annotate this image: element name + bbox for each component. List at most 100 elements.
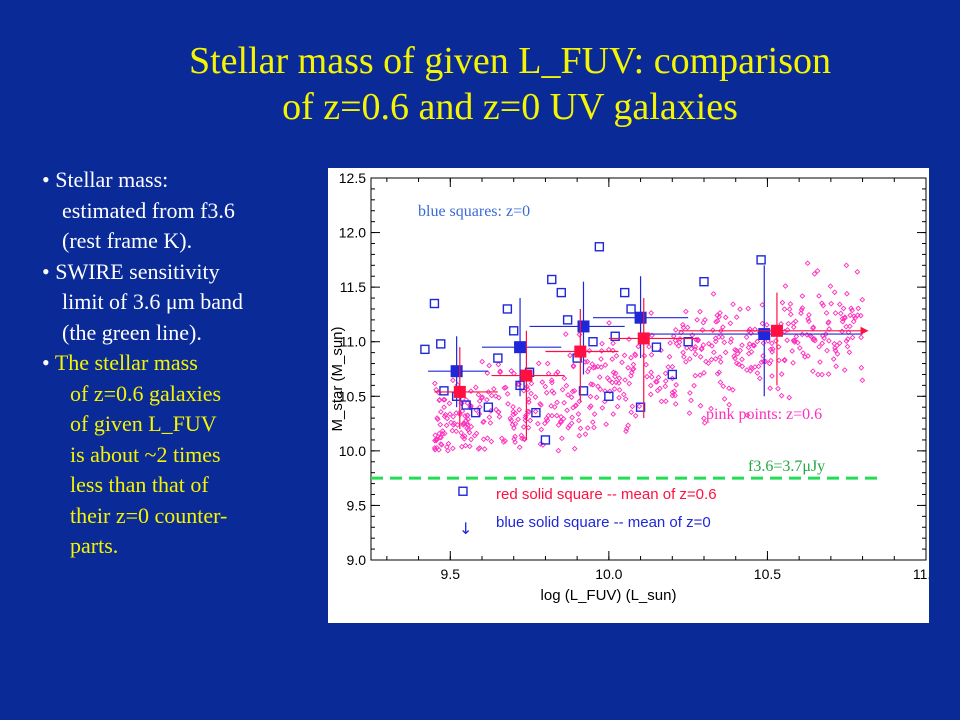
pink-point xyxy=(599,340,605,347)
blue-open-square xyxy=(667,369,677,380)
pink-point xyxy=(450,413,457,420)
pink-point xyxy=(737,347,743,354)
pink-point xyxy=(486,414,493,421)
pink-point xyxy=(565,392,571,398)
pink-point xyxy=(625,364,631,371)
pink-point xyxy=(563,382,570,389)
pink-point xyxy=(676,339,683,345)
scatter-chart: 9.0 9.5 10.0 10.5 11.0 11.5 12.0 12.5 9.5 10.0 10.… xyxy=(329,170,929,604)
pink-point xyxy=(768,357,774,364)
pink-point xyxy=(662,398,669,405)
pink-point xyxy=(833,363,839,370)
pink-point xyxy=(697,402,704,409)
pink-point xyxy=(459,434,466,440)
pink-point xyxy=(571,445,578,452)
pink-point xyxy=(625,422,631,429)
pink-point xyxy=(776,357,782,364)
pink-point xyxy=(590,381,596,388)
pink-point xyxy=(606,388,613,395)
pink-point xyxy=(516,406,523,413)
pink-point xyxy=(458,429,465,436)
pink-point xyxy=(678,329,685,336)
y-tick-label: 11.0 xyxy=(340,334,366,350)
pink-point xyxy=(683,359,689,365)
pink-point xyxy=(747,368,754,374)
pink-point xyxy=(504,391,511,397)
pink-point xyxy=(548,377,555,384)
pink-point xyxy=(673,382,679,388)
pink-point xyxy=(727,339,734,346)
pink-point xyxy=(775,385,781,392)
bullet-3-line-1: • The stellar mass xyxy=(42,348,332,379)
bullet-3-line-5: less than that of xyxy=(70,472,209,497)
title-line-1: Stellar mass of given L_FUV: comparison xyxy=(188,40,832,82)
pink-point xyxy=(807,332,813,339)
pink-point xyxy=(859,377,866,384)
pink-point xyxy=(568,420,575,427)
pink-point xyxy=(819,371,825,378)
pink-point xyxy=(778,392,785,399)
pink-point xyxy=(646,343,652,350)
pink-point xyxy=(710,291,717,297)
pink-point xyxy=(461,435,468,442)
pink-point xyxy=(721,396,728,402)
blue-open-square xyxy=(458,486,468,496)
pink-point xyxy=(779,299,786,306)
pink-point xyxy=(647,382,654,389)
pink-point xyxy=(630,366,637,372)
pink-point xyxy=(644,373,650,380)
pink-point xyxy=(473,430,480,437)
pink-point xyxy=(438,409,444,415)
pink-point xyxy=(564,407,570,414)
pink-point xyxy=(446,400,453,407)
red-mean-square xyxy=(574,345,587,358)
pink-point xyxy=(598,348,605,354)
pink-point xyxy=(647,391,654,398)
pink-point xyxy=(800,350,806,356)
pink-point xyxy=(643,361,649,368)
pink-point xyxy=(460,420,467,427)
pink-point xyxy=(680,324,687,331)
pink-point xyxy=(465,416,471,423)
pink-point xyxy=(849,334,856,341)
blue-open-square xyxy=(502,304,513,314)
pink-point xyxy=(620,391,627,398)
pink-point xyxy=(844,343,851,350)
green-line-label-mu: μ xyxy=(802,458,811,475)
pink-point xyxy=(787,311,794,318)
pink-point xyxy=(648,310,655,316)
pink-point xyxy=(561,375,568,382)
pink-point xyxy=(722,314,729,321)
pink-point xyxy=(445,447,451,454)
pink-point xyxy=(718,327,724,334)
blue-open-square xyxy=(540,435,551,445)
blue-open-square xyxy=(562,315,573,325)
pink-point xyxy=(744,367,750,373)
pink-point xyxy=(823,310,830,316)
pink-point xyxy=(508,417,515,424)
pink-point xyxy=(701,415,707,422)
pink-point xyxy=(858,364,865,371)
y-tick-label: 12.5 xyxy=(339,170,366,186)
blue-open-square xyxy=(588,337,598,347)
pink-point xyxy=(588,381,594,388)
pink-point xyxy=(576,398,583,405)
pink-point xyxy=(857,312,864,319)
pink-point xyxy=(697,308,703,315)
pink-point xyxy=(604,375,611,381)
red-mean-square xyxy=(770,324,783,337)
bullet-3-line-3: of given L_FUV xyxy=(70,411,217,436)
pink-point xyxy=(769,349,776,355)
pink-point xyxy=(432,432,439,439)
pink-point xyxy=(828,300,835,307)
down-arrow-icon: ↓ xyxy=(459,519,472,538)
pink-point xyxy=(492,393,499,399)
pink-point xyxy=(488,392,495,399)
pink-point xyxy=(466,443,473,450)
pink-point xyxy=(532,408,539,415)
pink-point xyxy=(621,352,628,359)
pink-point xyxy=(837,310,844,317)
pink-point xyxy=(628,409,635,416)
pink-point xyxy=(589,419,596,425)
pink-point xyxy=(805,353,811,359)
